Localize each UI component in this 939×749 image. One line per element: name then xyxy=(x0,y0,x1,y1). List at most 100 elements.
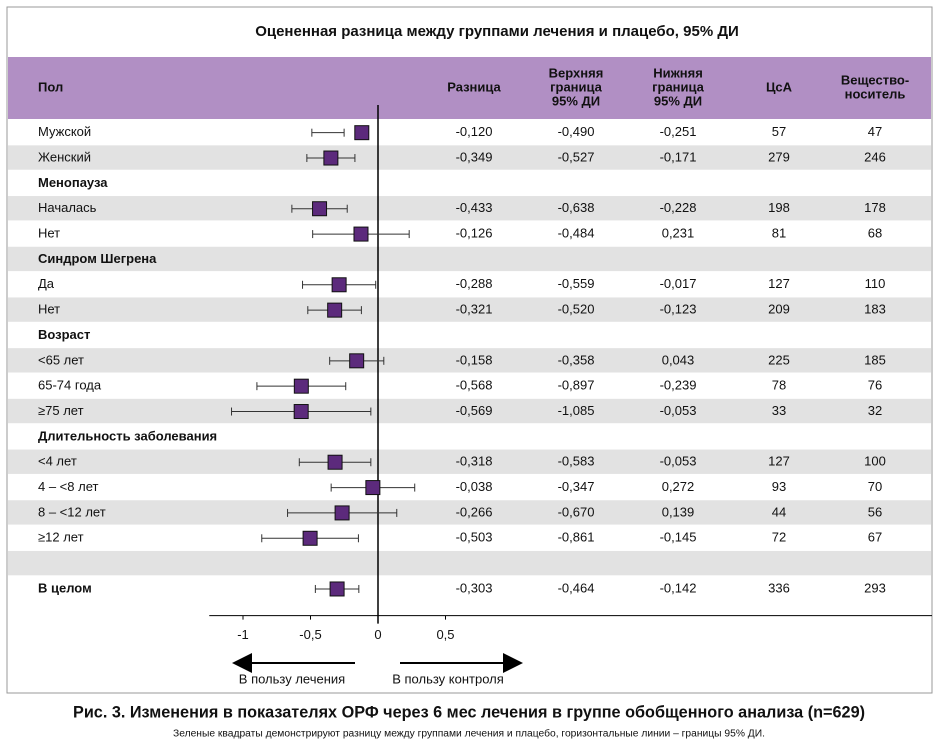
cell-value: -0,464 xyxy=(558,580,595,595)
row-stripe xyxy=(8,550,931,576)
row-stripe xyxy=(8,196,931,221)
cell-count: 185 xyxy=(864,352,886,367)
row-label: Возраст xyxy=(38,327,90,342)
cell-value: -0,053 xyxy=(660,403,697,418)
cell-count: 279 xyxy=(768,149,790,164)
cell-value: -0,123 xyxy=(660,302,697,317)
effect-marker xyxy=(349,353,365,369)
effect-marker xyxy=(331,277,347,293)
column-header: 95% ДИ xyxy=(654,93,702,108)
row-label: 8 – <12 лет xyxy=(38,504,106,519)
row-stripe xyxy=(8,246,931,272)
cell-value: -0,158 xyxy=(456,352,493,367)
row-label: ≥12 лет xyxy=(38,530,84,545)
cell-value: -0,559 xyxy=(558,276,595,291)
cell-count: 183 xyxy=(864,302,886,317)
cell-count: 81 xyxy=(772,226,786,241)
cell-count: 47 xyxy=(868,124,882,139)
cell-value: -0,120 xyxy=(456,124,493,139)
cell-value: -0,053 xyxy=(660,454,697,469)
cell-value: -0,569 xyxy=(456,403,493,418)
cell-value: 0,272 xyxy=(662,479,695,494)
row-label: Длительность заболевания xyxy=(38,428,217,443)
cell-value: -0,520 xyxy=(558,302,595,317)
cell-value: -0,583 xyxy=(558,454,595,469)
cell-count: 78 xyxy=(772,378,786,393)
cell-value: -0,266 xyxy=(456,504,493,519)
row-label: В целом xyxy=(38,580,92,595)
row-label: Женский xyxy=(38,149,91,164)
effect-marker xyxy=(327,302,343,318)
cell-value: -0,288 xyxy=(456,276,493,291)
column-header: граница xyxy=(652,79,705,94)
header-band xyxy=(8,57,931,119)
cell-value: -0,318 xyxy=(456,454,493,469)
row-label: Мужской xyxy=(38,124,91,139)
cell-count: 93 xyxy=(772,479,786,494)
cell-value: -0,145 xyxy=(660,530,697,545)
cell-count: 127 xyxy=(768,276,790,291)
row-label: <4 лет xyxy=(38,454,77,469)
effect-marker xyxy=(334,505,350,521)
x-tick-label: 0 xyxy=(374,627,381,642)
cell-count: 44 xyxy=(772,504,786,519)
cell-value: -1,085 xyxy=(558,403,595,418)
cell-value: 0,231 xyxy=(662,226,695,241)
row-label: Да xyxy=(38,276,55,291)
column-header: Пол xyxy=(38,79,63,94)
cell-value: -0,349 xyxy=(456,149,493,164)
row-stripe xyxy=(8,297,931,322)
effect-marker xyxy=(329,581,345,597)
column-header: ЦсА xyxy=(766,79,793,94)
column-header: 95% ДИ xyxy=(552,93,600,108)
caption: Рис. 3. Изменения в показателях ОРФ чере… xyxy=(73,702,865,721)
cell-value: -0,126 xyxy=(456,226,493,241)
effect-marker xyxy=(327,454,343,470)
cell-value: -0,171 xyxy=(660,149,697,164)
row-stripe xyxy=(8,398,931,424)
x-tick-label: -1 xyxy=(237,627,249,642)
cell-value: -0,503 xyxy=(456,530,493,545)
effect-marker xyxy=(302,530,318,546)
cell-count: 32 xyxy=(868,403,882,418)
cell-value: -0,568 xyxy=(456,378,493,393)
cell-count: 100 xyxy=(864,454,886,469)
row-label: ≥75 лет xyxy=(38,403,84,418)
cell-value: -0,490 xyxy=(558,124,595,139)
row-stripe xyxy=(8,348,931,373)
column-header: Разница xyxy=(447,79,501,94)
cell-value: 0,139 xyxy=(662,504,695,519)
column-header: Нижняя xyxy=(653,65,703,80)
effect-marker xyxy=(354,125,370,141)
cell-value: -0,484 xyxy=(558,226,595,241)
cell-value: -0,038 xyxy=(456,479,493,494)
row-label: <65 лет xyxy=(38,352,84,367)
cell-value: 0,043 xyxy=(662,352,695,367)
row-label: Нет xyxy=(38,302,60,317)
direction-label: В пользу лечения xyxy=(239,671,345,686)
cell-value: -0,303 xyxy=(456,580,493,595)
x-tick-label: -0,5 xyxy=(299,627,321,642)
chart-title: Оцененная разница между группами лечения… xyxy=(255,23,739,40)
cell-value: -0,861 xyxy=(558,530,595,545)
row-label: 65-74 года xyxy=(38,378,102,393)
cell-count: 225 xyxy=(768,352,790,367)
effect-marker xyxy=(293,378,309,394)
column-header: носитель xyxy=(845,86,906,101)
row-label: 4 – <8 лет xyxy=(38,479,99,494)
cell-count: 56 xyxy=(868,504,882,519)
effect-marker xyxy=(312,201,328,217)
cell-count: 198 xyxy=(768,200,790,215)
cell-count: 68 xyxy=(868,226,882,241)
cell-count: 336 xyxy=(768,580,790,595)
effect-marker xyxy=(353,226,369,242)
cell-value: -0,527 xyxy=(558,149,595,164)
effect-marker xyxy=(293,404,309,420)
cell-count: 127 xyxy=(768,454,790,469)
cell-count: 209 xyxy=(768,302,790,317)
cell-count: 67 xyxy=(868,530,882,545)
cell-value: -0,670 xyxy=(558,504,595,519)
row-label: Началась xyxy=(38,200,97,215)
effect-marker xyxy=(323,150,339,166)
